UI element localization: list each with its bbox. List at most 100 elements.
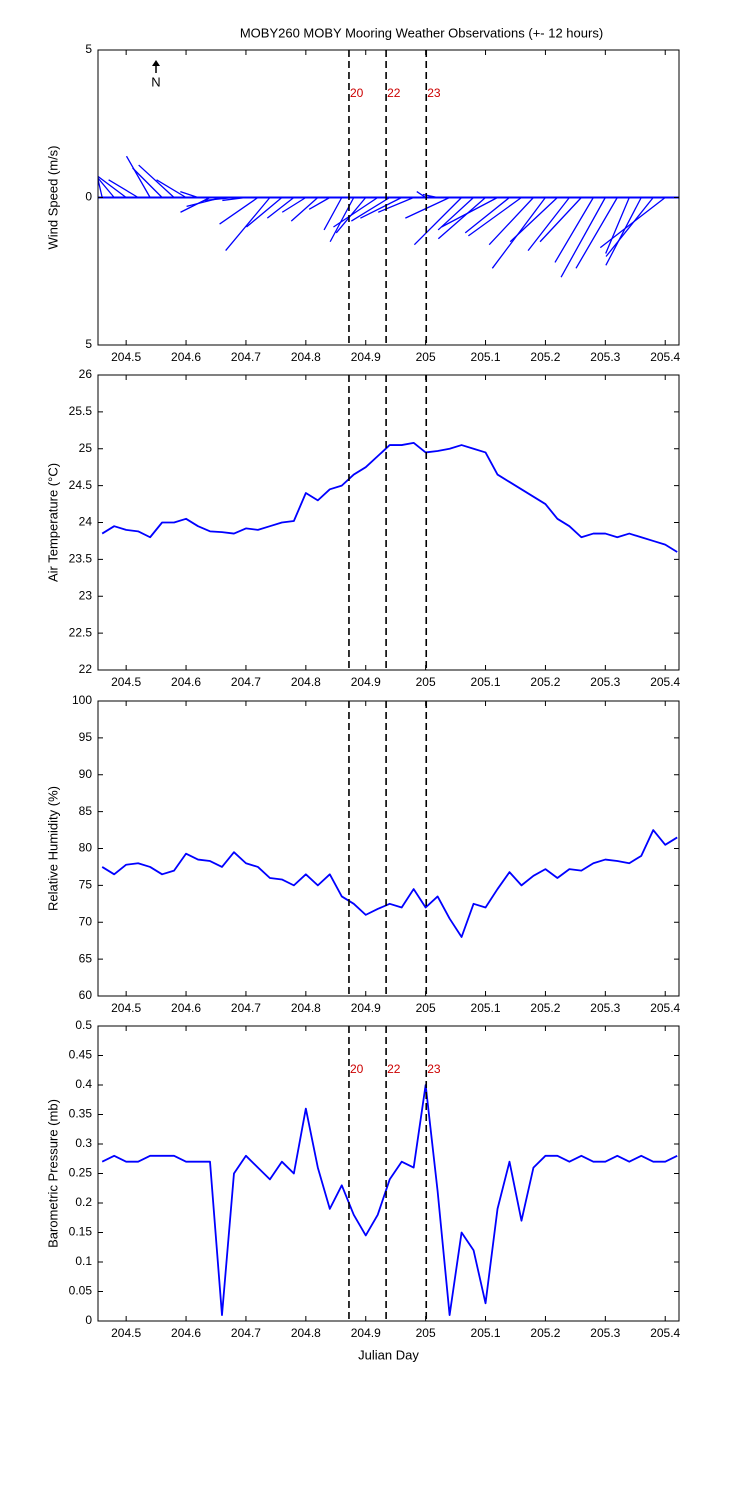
x-tick-label: 205 (416, 1001, 436, 1015)
north-arrow-head (152, 60, 160, 66)
x-tick-label: 204.7 (231, 1326, 261, 1340)
wind-stick (488, 197, 534, 246)
y-tick-label: 0.05 (69, 1284, 93, 1298)
x-tick-label: 205 (416, 1326, 436, 1340)
y-tick-label: 60 (79, 988, 93, 1002)
y-tick-label: 26 (79, 367, 93, 381)
wind-stick (138, 164, 175, 198)
x-tick-label: 205.3 (590, 1326, 620, 1340)
axes-frame (97, 49, 680, 346)
x-tick-label: 204.5 (111, 675, 141, 689)
y-tick-label: 0.5 (75, 1018, 92, 1032)
axes-frame (97, 374, 680, 671)
x-tick-label: 204.5 (111, 1001, 141, 1015)
x-tick-label: 204.5 (111, 1326, 141, 1340)
y-tick-label: 23 (79, 588, 93, 602)
reference-label: 23 (427, 1062, 441, 1076)
x-tick-label: 204.8 (291, 1326, 321, 1340)
y-tick-label: 0.15 (69, 1225, 93, 1239)
y-tick-label: 25 (79, 441, 93, 455)
x-tick-label: 204.9 (351, 1326, 381, 1340)
x-tick-label: 205.2 (530, 1001, 560, 1015)
x-tick-label: 205.2 (530, 350, 560, 364)
wind-stick (329, 197, 355, 243)
y-tick-label: 65 (79, 951, 93, 965)
x-tick-label: 205.3 (590, 1001, 620, 1015)
wind-stick (416, 191, 426, 199)
wind-stick (180, 190, 199, 199)
wind-stick (156, 179, 187, 199)
x-tick-label: 205.4 (650, 350, 680, 364)
reference-label: 20 (350, 1062, 364, 1076)
wind-stick (225, 197, 271, 252)
wind-stick (98, 177, 115, 198)
y-tick-label: 23.5 (69, 552, 93, 566)
x-tick-label: 204.7 (231, 350, 261, 364)
x-tick-label: 205.1 (471, 1001, 501, 1015)
y-tick-label: 0.25 (69, 1166, 93, 1180)
wind-stick (554, 197, 594, 263)
y-tick-label: 25.5 (69, 404, 93, 418)
x-tick-label: 205.2 (530, 675, 560, 689)
wind-stick (290, 197, 319, 222)
wind-stick (246, 197, 283, 228)
wind-stick (378, 196, 414, 213)
wind-stick (308, 196, 331, 210)
y-axis-label: Wind Speed (m/s) (45, 145, 60, 249)
y-tick-label: 24 (79, 515, 93, 529)
plot-area (101, 1084, 678, 1316)
y-tick-label: 90 (79, 767, 93, 781)
plot-area (101, 829, 678, 938)
y-axis-label: Relative Humidity (%) (45, 786, 60, 911)
plot-area (101, 441, 678, 553)
north-label: N (151, 74, 160, 89)
x-tick-label: 205.1 (471, 675, 501, 689)
wind-stick (405, 196, 450, 219)
wind-stick (132, 167, 163, 198)
x-tick-label: 204.9 (351, 1001, 381, 1015)
axes-frame (97, 700, 680, 997)
x-tick-label: 204.5 (111, 350, 141, 364)
wind-stick (527, 197, 570, 251)
wind-stick (437, 197, 486, 240)
x-tick-label: 204.6 (171, 1326, 201, 1340)
x-tick-label: 204.8 (291, 350, 321, 364)
x-tick-label: 205.4 (650, 1001, 680, 1015)
y-tick-label: 24.5 (69, 478, 93, 492)
x-tick-label: 205.4 (650, 675, 680, 689)
y-axis-label: Barometric Pressure (mb) (45, 1099, 60, 1248)
x-tick-label: 204.7 (231, 1001, 261, 1015)
y-tick-label: 0.45 (69, 1048, 93, 1062)
y-tick-label: 22 (79, 662, 93, 676)
y-tick-label: 0.4 (75, 1077, 92, 1091)
reference-label: 20 (350, 86, 364, 100)
wind-stick (599, 196, 666, 249)
wind-stick (605, 197, 630, 254)
data-line (101, 1084, 678, 1316)
x-tick-label: 204.6 (171, 675, 201, 689)
wind-stick (222, 196, 247, 202)
x-tick-label: 204.8 (291, 1001, 321, 1015)
y-tick-label: 0 (85, 190, 92, 204)
wind-stick (266, 196, 295, 219)
x-tick-label: 205.1 (471, 350, 501, 364)
y-axis-label: Air Temperature (°C) (45, 463, 60, 582)
chart-title: MOBY260 MOBY Mooring Weather Observation… (240, 25, 603, 40)
x-tick-label: 204.9 (351, 675, 381, 689)
x-tick-label: 205 (416, 350, 436, 364)
wind-stick (98, 175, 127, 199)
wind-stick (333, 196, 379, 228)
plot-area (98, 155, 679, 278)
x-tick-label: 204.6 (171, 1001, 201, 1015)
wind-stick (605, 197, 654, 257)
x-tick-label: 205.3 (590, 675, 620, 689)
wind-stick (219, 196, 259, 225)
y-tick-label: 0.2 (75, 1195, 92, 1209)
y-tick-label: 0.1 (75, 1254, 92, 1268)
wind-stick (323, 197, 343, 231)
wind-stick (467, 196, 522, 237)
y-tick-label: 5 (85, 42, 92, 56)
